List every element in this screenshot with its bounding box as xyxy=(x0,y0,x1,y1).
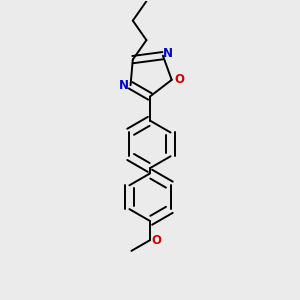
Text: O: O xyxy=(151,234,161,247)
Text: N: N xyxy=(119,79,129,92)
Text: N: N xyxy=(163,47,173,60)
Text: O: O xyxy=(174,74,184,86)
